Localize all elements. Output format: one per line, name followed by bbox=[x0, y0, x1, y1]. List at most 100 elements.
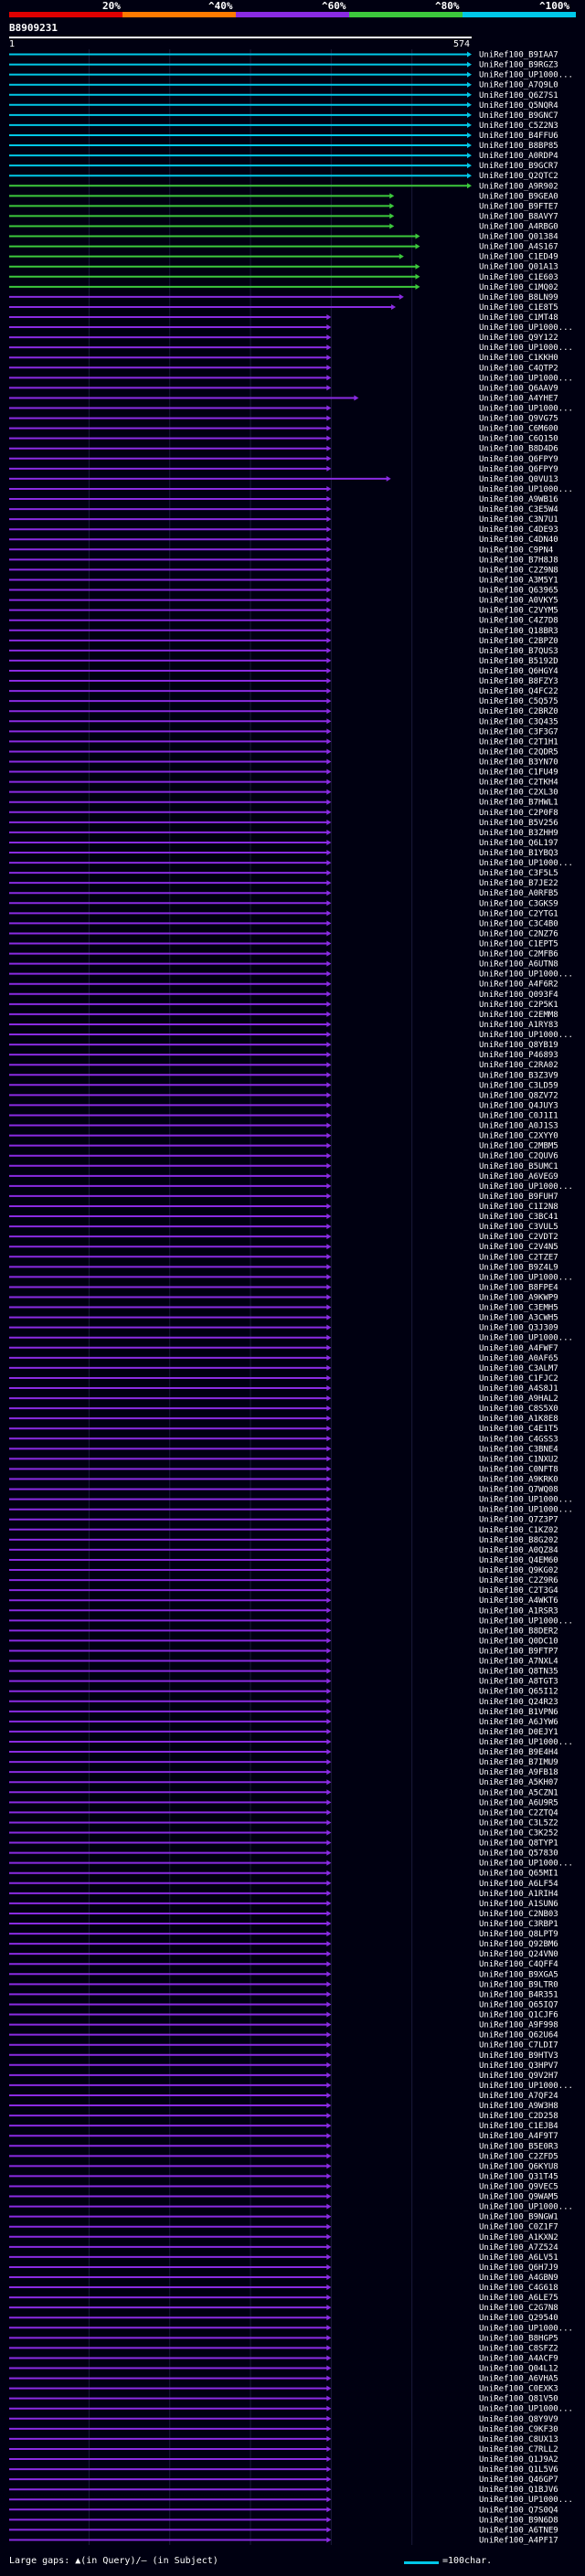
hit-label: UniRef100_UP1000... bbox=[479, 2082, 573, 2091]
hit-label: UniRef100_C4Z7D8 bbox=[479, 617, 558, 626]
identity-scale-segment bbox=[122, 12, 236, 17]
hit-arrowhead bbox=[326, 1799, 332, 1806]
hit-arrowhead bbox=[326, 2325, 332, 2331]
hit-arrowhead bbox=[326, 1648, 332, 1654]
hit-arrowhead bbox=[326, 880, 332, 886]
hit-arrowhead bbox=[326, 415, 332, 421]
hit-label: UniRef100_A9FB18 bbox=[479, 1768, 558, 1777]
hit-arrowhead bbox=[326, 1759, 332, 1765]
hit-arrowhead bbox=[326, 2375, 332, 2381]
hit-arrowhead bbox=[326, 1234, 332, 1240]
hit-arrowhead bbox=[326, 991, 332, 997]
query-scale-line bbox=[9, 37, 472, 38]
hit-label: UniRef100_B8D4D6 bbox=[479, 445, 558, 454]
hit-label: UniRef100_A1RY83 bbox=[479, 1021, 558, 1030]
hit-arrowhead bbox=[326, 930, 332, 937]
hit-label: UniRef100_C6M600 bbox=[479, 425, 558, 434]
hit-arrowhead bbox=[326, 2041, 332, 2048]
hit-label: UniRef100_C1I2N8 bbox=[479, 1203, 558, 1212]
hit-arrowhead bbox=[326, 2072, 332, 2078]
hit-arrowhead bbox=[326, 1314, 332, 1320]
hit-arrowhead bbox=[326, 1597, 332, 1604]
hit-label: UniRef100_UP1000... bbox=[479, 485, 573, 494]
hit-label: UniRef100_A6VEG9 bbox=[479, 1172, 558, 1182]
hit-label: UniRef100_A9R902 bbox=[479, 182, 558, 191]
hit-label: UniRef100_Q24VN0 bbox=[479, 1950, 558, 1959]
hit-label: UniRef100_C2QUV6 bbox=[479, 1152, 558, 1161]
hit-label: UniRef100_C0EXK3 bbox=[479, 2385, 558, 2394]
hit-arrowhead bbox=[326, 445, 332, 451]
hit-label: UniRef100_Q7S0Q4 bbox=[479, 2506, 558, 2515]
hit-arrowhead bbox=[326, 718, 332, 725]
hit-label: UniRef100_B5UMC1 bbox=[479, 1162, 558, 1171]
hit-label: UniRef100_Q6HGY4 bbox=[479, 667, 558, 676]
hit-arrowhead bbox=[326, 950, 332, 957]
hit-arrowhead bbox=[467, 101, 472, 108]
hit-arrowhead bbox=[326, 2295, 332, 2301]
hit-arrowhead bbox=[326, 1244, 332, 1250]
hit-arrowhead bbox=[326, 1749, 332, 1755]
hit-arrowhead bbox=[326, 496, 332, 503]
hit-label: UniRef100_B9NGW1 bbox=[479, 2213, 558, 2222]
hit-label: UniRef100_UP1000... bbox=[479, 1334, 573, 1343]
hit-arrowhead bbox=[326, 688, 332, 694]
hit-label: UniRef100_A0RFB5 bbox=[479, 889, 558, 898]
hit-arrowhead bbox=[326, 1698, 332, 1704]
hit-label: UniRef100_B8G202 bbox=[479, 1536, 558, 1545]
hit-label: UniRef100_C2Z9N8 bbox=[479, 566, 558, 575]
hit-arrowhead bbox=[326, 647, 332, 653]
hit-label: UniRef100_C3ALM7 bbox=[479, 1364, 558, 1373]
hit-arrowhead bbox=[326, 2153, 332, 2159]
hit-label: UniRef100_B9FTP7 bbox=[479, 1647, 558, 1656]
hit-label: UniRef100_B3YN70 bbox=[479, 758, 558, 767]
hit-label: UniRef100_B7HWL1 bbox=[479, 799, 558, 808]
hit-arrowhead bbox=[326, 1728, 332, 1734]
hit-label: UniRef100_A4FWF7 bbox=[479, 1344, 558, 1353]
hit-label: UniRef100_A4S167 bbox=[479, 243, 558, 252]
hit-arrowhead bbox=[467, 163, 472, 169]
hit-arrowhead bbox=[326, 1850, 332, 1856]
hit-label: UniRef100_C5Q575 bbox=[479, 697, 558, 706]
hit-arrowhead bbox=[326, 2133, 332, 2139]
hit-arrowhead bbox=[326, 1779, 332, 1786]
hit-arrowhead bbox=[467, 111, 472, 118]
hit-label: UniRef100_Q3J309 bbox=[479, 1324, 558, 1333]
hit-arrowhead bbox=[326, 870, 332, 876]
hit-arrowhead bbox=[467, 183, 472, 189]
hit-arrowhead bbox=[326, 2143, 332, 2149]
hit-label: UniRef100_C1MQ02 bbox=[479, 283, 558, 292]
hit-label: UniRef100_C3BNE4 bbox=[479, 1445, 558, 1454]
hit-arrowhead bbox=[326, 465, 332, 472]
hit-arrowhead bbox=[326, 2315, 332, 2321]
hit-label: UniRef100_C4DE93 bbox=[479, 525, 558, 535]
hit-arrowhead bbox=[326, 1921, 332, 1927]
hit-arrowhead bbox=[326, 2092, 332, 2098]
hit-label: UniRef100_C8S5X0 bbox=[479, 1405, 558, 1414]
hit-arrowhead bbox=[326, 1496, 332, 1502]
hit-arrowhead bbox=[326, 1172, 332, 1179]
hit-label: UniRef100_A4YHE7 bbox=[479, 394, 558, 403]
hit-label: UniRef100_Q1J9A2 bbox=[479, 2455, 558, 2465]
hit-label: UniRef100_A7Q9L0 bbox=[479, 81, 558, 90]
hit-label: UniRef100_C1E8T5 bbox=[479, 303, 558, 313]
hit-label: UniRef100_A1SUN6 bbox=[479, 1900, 558, 1909]
hit-label: UniRef100_C1EJB4 bbox=[479, 2122, 558, 2131]
hit-arrowhead bbox=[326, 557, 332, 563]
hit-label: UniRef100_C6Q150 bbox=[479, 435, 558, 444]
hit-label: UniRef100_A1KXN2 bbox=[479, 2233, 558, 2242]
hit-label: UniRef100_C2V4N5 bbox=[479, 1243, 558, 1252]
hit-arrowhead bbox=[326, 597, 332, 603]
hit-arrowhead bbox=[326, 2274, 332, 2280]
hit-arrowhead bbox=[326, 1839, 332, 1846]
hit-arrowhead bbox=[467, 143, 472, 149]
hit-label: UniRef100_UP1000... bbox=[479, 1031, 573, 1040]
hit-label: UniRef100_C1KKH0 bbox=[479, 354, 558, 363]
hit-label: UniRef100_Q8Y9V9 bbox=[479, 2415, 558, 2424]
hit-arrowhead bbox=[326, 2517, 332, 2523]
hit-arrowhead bbox=[399, 293, 404, 300]
hit-arrowhead bbox=[415, 233, 420, 239]
hit-label: UniRef100_C7RLL2 bbox=[479, 2445, 558, 2454]
hit-arrowhead bbox=[326, 405, 332, 411]
hit-arrowhead bbox=[326, 516, 332, 523]
hit-arrowhead bbox=[326, 567, 332, 573]
